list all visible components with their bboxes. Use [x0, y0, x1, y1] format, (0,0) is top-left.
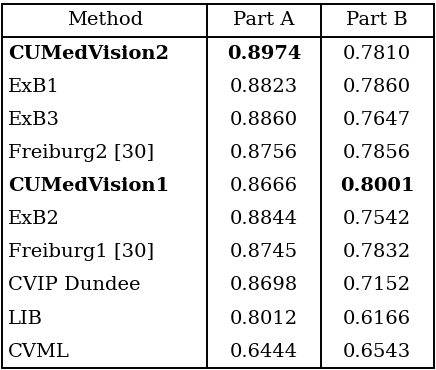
Text: ExB3: ExB3 [8, 111, 60, 129]
Text: Freiburg2 [30]: Freiburg2 [30] [8, 144, 154, 162]
Text: 0.8012: 0.8012 [230, 309, 298, 327]
Text: 0.8860: 0.8860 [230, 111, 298, 129]
Text: 0.8001: 0.8001 [340, 177, 415, 195]
Text: CVML: CVML [8, 343, 70, 361]
Text: CUMedVision2: CUMedVision2 [8, 45, 169, 63]
Text: LIB: LIB [8, 309, 43, 327]
Text: 0.7860: 0.7860 [343, 78, 411, 96]
Text: 0.7647: 0.7647 [343, 111, 411, 129]
Text: Part B: Part B [346, 11, 408, 30]
Text: Freiburg1 [30]: Freiburg1 [30] [8, 243, 154, 261]
Text: CVIP Dundee: CVIP Dundee [8, 276, 140, 295]
Text: Part A: Part A [233, 11, 295, 30]
Text: 0.7856: 0.7856 [343, 144, 411, 162]
Text: 0.8666: 0.8666 [230, 177, 298, 195]
Text: ExB2: ExB2 [8, 210, 60, 228]
Text: Method: Method [67, 11, 143, 30]
Text: ExB1: ExB1 [8, 78, 60, 96]
Text: 0.8974: 0.8974 [227, 45, 301, 63]
Text: 0.6543: 0.6543 [343, 343, 411, 361]
Text: CUMedVision1: CUMedVision1 [8, 177, 169, 195]
Text: 0.8844: 0.8844 [230, 210, 298, 228]
Text: 0.6166: 0.6166 [343, 309, 411, 327]
Text: 0.8698: 0.8698 [230, 276, 298, 295]
Text: 0.7542: 0.7542 [343, 210, 411, 228]
Text: 0.8745: 0.8745 [230, 243, 298, 261]
Text: 0.7152: 0.7152 [343, 276, 411, 295]
Text: 0.8756: 0.8756 [230, 144, 298, 162]
Text: 0.7810: 0.7810 [343, 45, 411, 63]
Text: 0.8823: 0.8823 [230, 78, 298, 96]
Text: 0.7832: 0.7832 [343, 243, 411, 261]
Text: 0.6444: 0.6444 [230, 343, 298, 361]
